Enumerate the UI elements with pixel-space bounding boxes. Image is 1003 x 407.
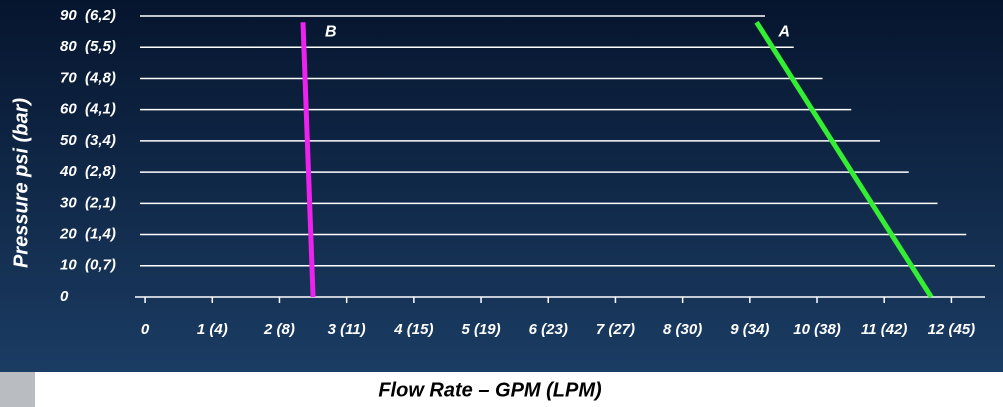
y-tick-label: 50 (3,4) xyxy=(60,132,116,149)
x-tick-label: 6 (23) xyxy=(529,321,568,338)
y-tick-label: 80 (5,5) xyxy=(60,38,116,55)
y-tick-label: 70 (4,8) xyxy=(60,69,116,86)
footer-square xyxy=(0,372,35,407)
x-tick-label: 0 xyxy=(141,321,150,338)
series-line xyxy=(754,20,934,299)
y-tick-label: 10 (0,7) xyxy=(60,257,116,274)
y-tick-label: 0 xyxy=(60,288,69,305)
y-tick-label: 90 (6,2) xyxy=(60,7,116,24)
x-tick-label: 11 (42) xyxy=(861,321,907,338)
y-tick-label: 60 (4,1) xyxy=(60,101,116,118)
footer xyxy=(0,372,1003,407)
y-axis-label: Pressure psi (bar) xyxy=(10,98,32,268)
x-tick-label: 5 (19) xyxy=(461,321,500,338)
x-tick-label: 7 (27) xyxy=(596,321,635,338)
series-line xyxy=(300,22,316,298)
x-tick-label: 8 (30) xyxy=(663,321,702,338)
x-tick-label: 3 (11) xyxy=(328,321,366,338)
x-tick-label: 1 (4) xyxy=(197,321,228,338)
x-tick-label: 4 (15) xyxy=(393,321,433,338)
series-label: B xyxy=(325,23,337,40)
x-tick-label: 9 (34) xyxy=(730,321,769,338)
y-tick-label: 30 (2,1) xyxy=(60,194,116,211)
series-label: A xyxy=(778,23,791,40)
plot-background xyxy=(0,0,1003,372)
y-tick-label: 20 (1,4) xyxy=(59,226,116,243)
x-axis-label: Flow Rate – GPM (LPM) xyxy=(378,379,602,401)
y-tick-label: 40 (2,8) xyxy=(59,163,116,180)
x-tick-label: 10 (38) xyxy=(793,321,841,338)
x-tick-label: 12 (45) xyxy=(928,321,976,338)
x-tick-label: 2 (8) xyxy=(263,321,295,338)
